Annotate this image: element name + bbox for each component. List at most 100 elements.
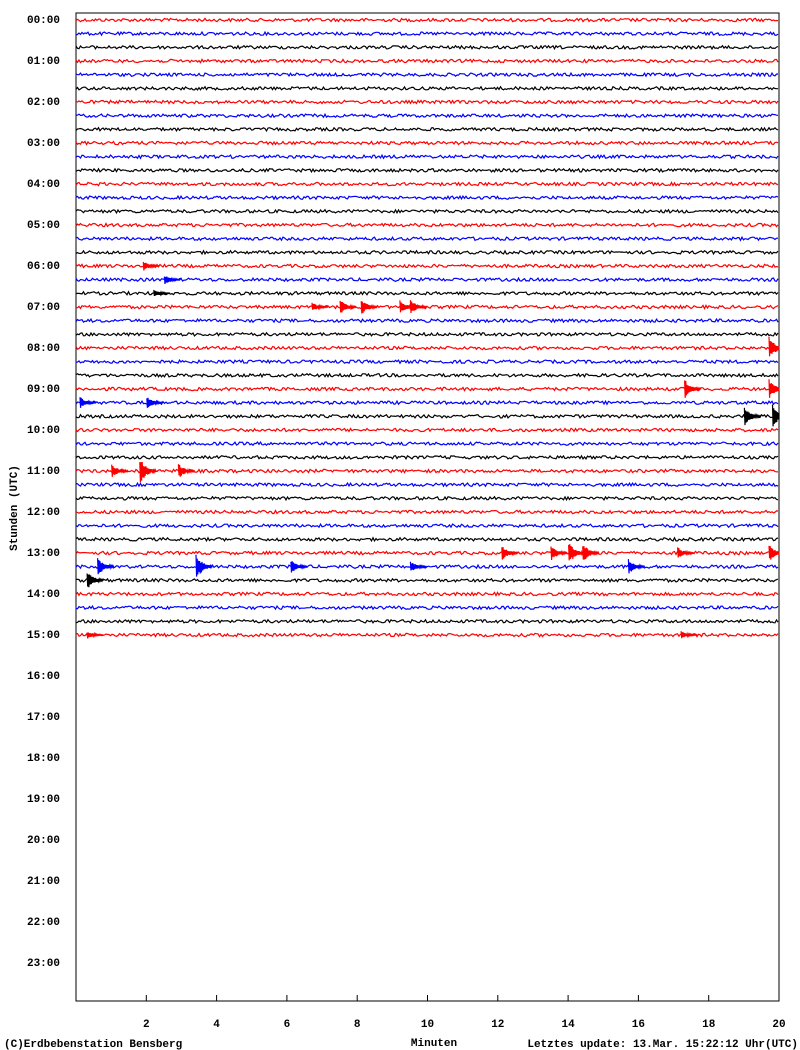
- trace: [75, 222, 779, 228]
- trace: [75, 604, 779, 611]
- hour-label: 06:00: [27, 261, 60, 273]
- seismic-event: [79, 397, 97, 408]
- hour-label: 01:00: [27, 56, 60, 68]
- trace: [75, 536, 779, 543]
- hour-label: 20:00: [27, 835, 60, 847]
- trace: [75, 304, 779, 311]
- trace: [75, 577, 779, 584]
- seismic-event: [139, 461, 157, 483]
- trace: [75, 71, 779, 78]
- seismic-event: [86, 573, 104, 588]
- seismic-event: [142, 261, 160, 271]
- x-tick-label: 10: [421, 1019, 434, 1031]
- trace: [75, 372, 779, 379]
- hour-label: 22:00: [27, 917, 60, 929]
- trace: [75, 181, 779, 187]
- trace: [75, 618, 779, 625]
- y-axis-label: Stunden (UTC): [9, 465, 21, 551]
- trace: [75, 427, 779, 433]
- seismic-event: [768, 545, 780, 560]
- seismic-event: [163, 276, 182, 285]
- hour-label: 00:00: [27, 15, 60, 27]
- seismic-event: [146, 397, 164, 408]
- trace: [75, 85, 778, 92]
- trace: [75, 167, 779, 174]
- trace: [76, 632, 779, 638]
- trace: [75, 440, 779, 447]
- seismic-event: [582, 546, 600, 560]
- trace: [75, 509, 779, 515]
- hour-label: 21:00: [27, 876, 60, 888]
- trace: [75, 99, 779, 105]
- hour-label: 12:00: [27, 507, 60, 519]
- trace: [75, 591, 779, 598]
- footer-left: (C)Erdbebenstation Bensberg: [4, 1039, 182, 1050]
- seismic-event: [97, 558, 115, 575]
- trace: [75, 495, 779, 502]
- seismic-event: [768, 336, 780, 357]
- hour-label: 17:00: [27, 712, 60, 724]
- x-tick-label: 8: [354, 1019, 361, 1031]
- trace: [75, 331, 779, 338]
- seismic-event: [677, 547, 695, 558]
- trace: [75, 522, 779, 529]
- trace: [75, 399, 779, 406]
- trace: [75, 44, 779, 51]
- trace: [75, 276, 779, 283]
- seismic-event: [771, 404, 780, 427]
- seismic-event: [111, 464, 129, 477]
- seismic-event: [684, 380, 702, 398]
- seismic-event: [339, 300, 357, 313]
- hour-label: 09:00: [27, 384, 60, 396]
- x-tick-label: 2: [143, 1019, 150, 1031]
- trace: [75, 345, 779, 351]
- trace: [75, 263, 779, 269]
- trace: [75, 235, 778, 242]
- trace: [75, 386, 779, 392]
- seismic-event: [550, 546, 568, 561]
- trace: [75, 358, 779, 365]
- seismic-event: [195, 554, 213, 577]
- trace: [75, 317, 779, 324]
- trace: [75, 454, 779, 461]
- trace: [75, 481, 779, 488]
- trace: [75, 153, 779, 160]
- hour-label: 18:00: [27, 753, 60, 765]
- x-tick-label: 14: [561, 1019, 575, 1031]
- seismic-event: [568, 544, 586, 561]
- trace: [75, 17, 779, 23]
- x-axis-label: Minuten: [411, 1038, 457, 1050]
- hour-label: 11:00: [27, 466, 60, 478]
- hour-label: 07:00: [27, 302, 60, 314]
- hour-label: 19:00: [27, 794, 60, 806]
- seismic-event: [153, 289, 171, 297]
- seismic-event: [627, 559, 646, 574]
- trace: [75, 112, 779, 119]
- x-tick-label: 18: [702, 1019, 716, 1031]
- seismic-event: [768, 379, 780, 398]
- hour-label: 03:00: [27, 138, 60, 150]
- seismic-event: [501, 546, 519, 560]
- x-tick-label: 16: [632, 1019, 645, 1031]
- seismic-event: [409, 561, 428, 571]
- trace: [75, 208, 779, 215]
- trace: [75, 126, 779, 133]
- x-tick-label: 20: [772, 1019, 785, 1031]
- seismic-event: [177, 464, 196, 477]
- seismic-event: [311, 302, 329, 311]
- hour-label: 16:00: [27, 671, 60, 683]
- hour-label: 14:00: [27, 589, 60, 601]
- seismic-event: [360, 301, 378, 314]
- hour-label: 13:00: [27, 548, 60, 560]
- trace: [75, 563, 779, 570]
- x-tick-label: 4: [213, 1019, 220, 1031]
- hour-label: 05:00: [27, 220, 60, 232]
- hour-label: 10:00: [27, 425, 60, 437]
- hour-label: 15:00: [27, 630, 60, 642]
- trace: [75, 58, 779, 64]
- trace: [75, 194, 779, 201]
- plot-frame: [75, 12, 780, 1002]
- hour-label: 04:00: [27, 179, 60, 191]
- seismic-event: [290, 561, 308, 573]
